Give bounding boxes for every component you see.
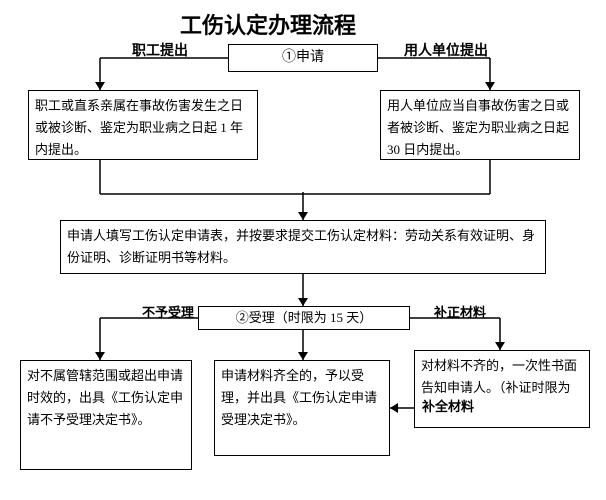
label-employee-submit: 职工提出: [130, 40, 190, 60]
node-employer-deadline-text: 用人单位应当自事故伤害之日或者被诊断、鉴定为职业病之日起 30 日内提出。: [387, 95, 573, 161]
node-accept-text: ②受理（时限为 15 天）: [236, 307, 373, 329]
node-submit-materials: 申请人填写工伤认定申请表，并按要求提交工伤认定材料：劳动关系有效证明、身份证明、…: [60, 220, 546, 274]
node-accept: ②受理（时限为 15 天）: [198, 306, 410, 330]
label-not-accepted: 不予受理: [140, 302, 196, 321]
node-apply-text: ①申请: [282, 46, 324, 70]
label-supplement-complete: 补全材料: [420, 396, 476, 415]
label-employer-submit: 用人单位提出: [402, 40, 490, 60]
node-accept-decision-text: 申请材料齐全的，予以受理，并出具《工伤认定申请受理决定书》。: [221, 365, 383, 431]
node-accept-decision: 申请材料齐全的，予以受理，并出具《工伤认定申请受理决定书》。: [214, 360, 390, 456]
label-supplement: 补正材料: [432, 302, 488, 321]
node-employee-deadline: 职工或直系亲属在事故伤害发生之日或被诊断、鉴定为职业病之日起 1 年内提出。: [28, 90, 258, 160]
page-title: 工伤认定办理流程: [180, 8, 356, 40]
node-apply: ①申请: [228, 44, 378, 72]
node-submit-materials-text: 申请人填写工伤认定申请表，并按要求提交工伤认定材料：劳动关系有效证明、身份证明、…: [67, 225, 539, 269]
node-employee-deadline-text: 职工或直系亲属在事故伤害发生之日或被诊断、鉴定为职业病之日起 1 年内提出。: [35, 95, 251, 161]
node-reject-decision: 对不属管辖范围或超出申请时效的，出具《工伤认定申请不予受理决定书》。: [20, 360, 192, 470]
node-supplement-notice: 对材料不齐的，一次性书面告知申请人。（补证时限为 15 天）: [414, 350, 590, 428]
node-employer-deadline: 用人单位应当自事故伤害之日或者被诊断、鉴定为职业病之日起 30 日内提出。: [380, 90, 580, 160]
node-reject-decision-text: 对不属管辖范围或超出申请时效的，出具《工伤认定申请不予受理决定书》。: [27, 365, 185, 431]
